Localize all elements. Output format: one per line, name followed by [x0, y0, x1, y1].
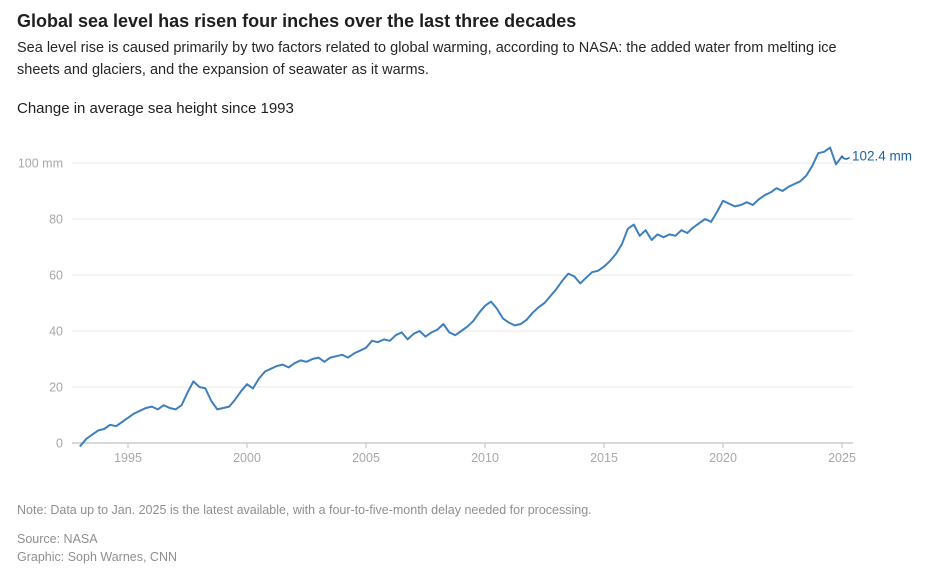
y-axis-label: 40	[49, 325, 63, 339]
y-axis-label: 20	[49, 381, 63, 395]
y-axis-label: 80	[49, 213, 63, 227]
source-line: Source: NASA	[17, 532, 98, 546]
x-axis-label: 1995	[114, 451, 142, 465]
page-subtitle: Sea level rise is caused primarily by tw…	[17, 40, 837, 78]
page-title: Global sea level has risen four inches o…	[17, 11, 577, 31]
sea-level-line	[79, 146, 843, 447]
end-value-label: 102.4 mm	[852, 148, 912, 163]
x-axis-label: 2005	[352, 451, 380, 465]
sea-level-chart: 0 20 40 60 80 100 mm 1995 2000 2005 2010 2015 2020 2…	[0, 130, 927, 475]
credit-line: Graphic: Soph Warnes, CNN	[17, 549, 178, 564]
source-block: Source: NASA Graphic: Soph Warnes, CNN	[17, 531, 177, 566]
end-label-connector	[841, 155, 850, 160]
sea-level-chart-svg: 0 20 40 60 80 100 mm 1995 2000 2005 2010 2015 2020 2…	[18, 146, 912, 465]
y-axis-label: 0	[56, 437, 63, 451]
x-axis-label: 2010	[471, 451, 499, 465]
x-axis-label: 2015	[590, 451, 618, 465]
y-axis-label: 100 mm	[18, 157, 63, 171]
x-axis-label: 2020	[709, 451, 737, 465]
y-axis-label: 60	[49, 269, 63, 283]
chart-note: Note: Data up to Jan. 2025 is the latest…	[17, 503, 592, 517]
chart-title: Change in average sea height since 1993	[17, 100, 294, 117]
x-axis-label: 2025	[828, 451, 856, 465]
x-axis-label: 2000	[233, 451, 261, 465]
